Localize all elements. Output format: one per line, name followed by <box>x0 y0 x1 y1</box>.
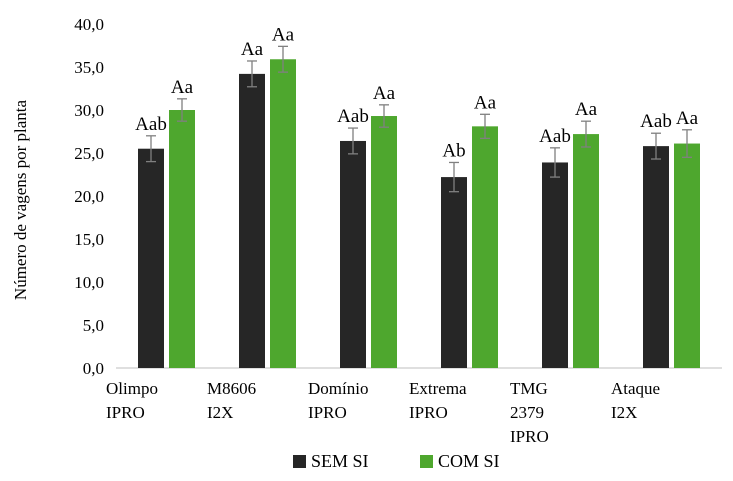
bar <box>169 110 195 368</box>
y-tick-label: 20,0 <box>74 187 104 206</box>
error-bar <box>449 161 459 193</box>
bar <box>542 162 568 368</box>
bar <box>674 143 700 368</box>
x-tick-label: Ataque I2X <box>611 379 660 422</box>
error-bar <box>682 129 692 158</box>
x-tick-label: Olimpo IPRO <box>106 379 158 422</box>
data-label: Aa <box>171 77 194 98</box>
data-label: Aab <box>337 106 369 127</box>
y-tick-label: 10,0 <box>74 273 104 292</box>
data-label: Aa <box>474 92 497 113</box>
bar <box>138 148 164 368</box>
data-label: Aa <box>373 83 396 104</box>
error-bar <box>480 113 490 140</box>
legend-item: COM SI <box>420 451 500 471</box>
legend-label: COM SI <box>438 451 500 471</box>
x-tick-label: TMG 2379 IPRO <box>510 379 549 446</box>
category-labels: Olimpo IPRO M8606 I2X Domínio IPRO Extrema IPRO… <box>106 379 660 446</box>
x-tick-label: Extrema IPRO <box>409 379 467 422</box>
error-bar <box>581 120 591 148</box>
error-bar <box>550 147 560 178</box>
bar <box>643 146 669 368</box>
y-tick-label: 0,0 <box>83 359 104 378</box>
data-label: Aa <box>575 99 598 120</box>
legend-item: SEM SI <box>293 451 369 471</box>
error-bar <box>348 127 358 155</box>
data-label: Aa <box>272 24 295 45</box>
y-tick-label: 30,0 <box>74 101 104 120</box>
x-tick-label: M8606 I2X <box>207 379 256 422</box>
bar <box>573 134 599 368</box>
error-bar <box>379 104 389 128</box>
y-axis-label: Número de vagens por planta <box>11 99 30 300</box>
x-tick-label: Domínio IPRO <box>308 379 368 422</box>
bar <box>340 140 366 368</box>
bar <box>441 177 467 368</box>
bar <box>472 126 498 368</box>
y-tick-label: 15,0 <box>74 230 104 249</box>
error-bar <box>247 60 257 88</box>
error-bar <box>278 45 288 73</box>
y-tick-label: 5,0 <box>83 316 104 335</box>
error-bar <box>651 132 661 160</box>
legend-swatch <box>293 455 306 468</box>
y-tick-label: 35,0 <box>74 58 104 77</box>
error-bar <box>146 135 156 163</box>
y-tick-label: 25,0 <box>74 144 104 163</box>
legend-label: SEM SI <box>311 451 369 471</box>
data-label: Aa <box>676 108 699 129</box>
bar <box>371 116 397 369</box>
data-label: Aab <box>539 126 571 147</box>
data-label: Aab <box>135 114 167 135</box>
bar <box>239 73 265 368</box>
error-bar <box>177 98 187 122</box>
legend-swatch <box>420 455 433 468</box>
legend: SEM SI COM SI <box>293 451 500 471</box>
data-label: Aab <box>640 111 672 132</box>
y-axis: 0,0 5,0 10,0 15,0 20,0 25,0 30,0 35,0 40,0 <box>74 15 104 378</box>
bar <box>270 59 296 368</box>
y-tick-label: 40,0 <box>74 15 104 34</box>
data-label: Aa <box>241 39 264 60</box>
data-label: Ab <box>442 140 465 161</box>
